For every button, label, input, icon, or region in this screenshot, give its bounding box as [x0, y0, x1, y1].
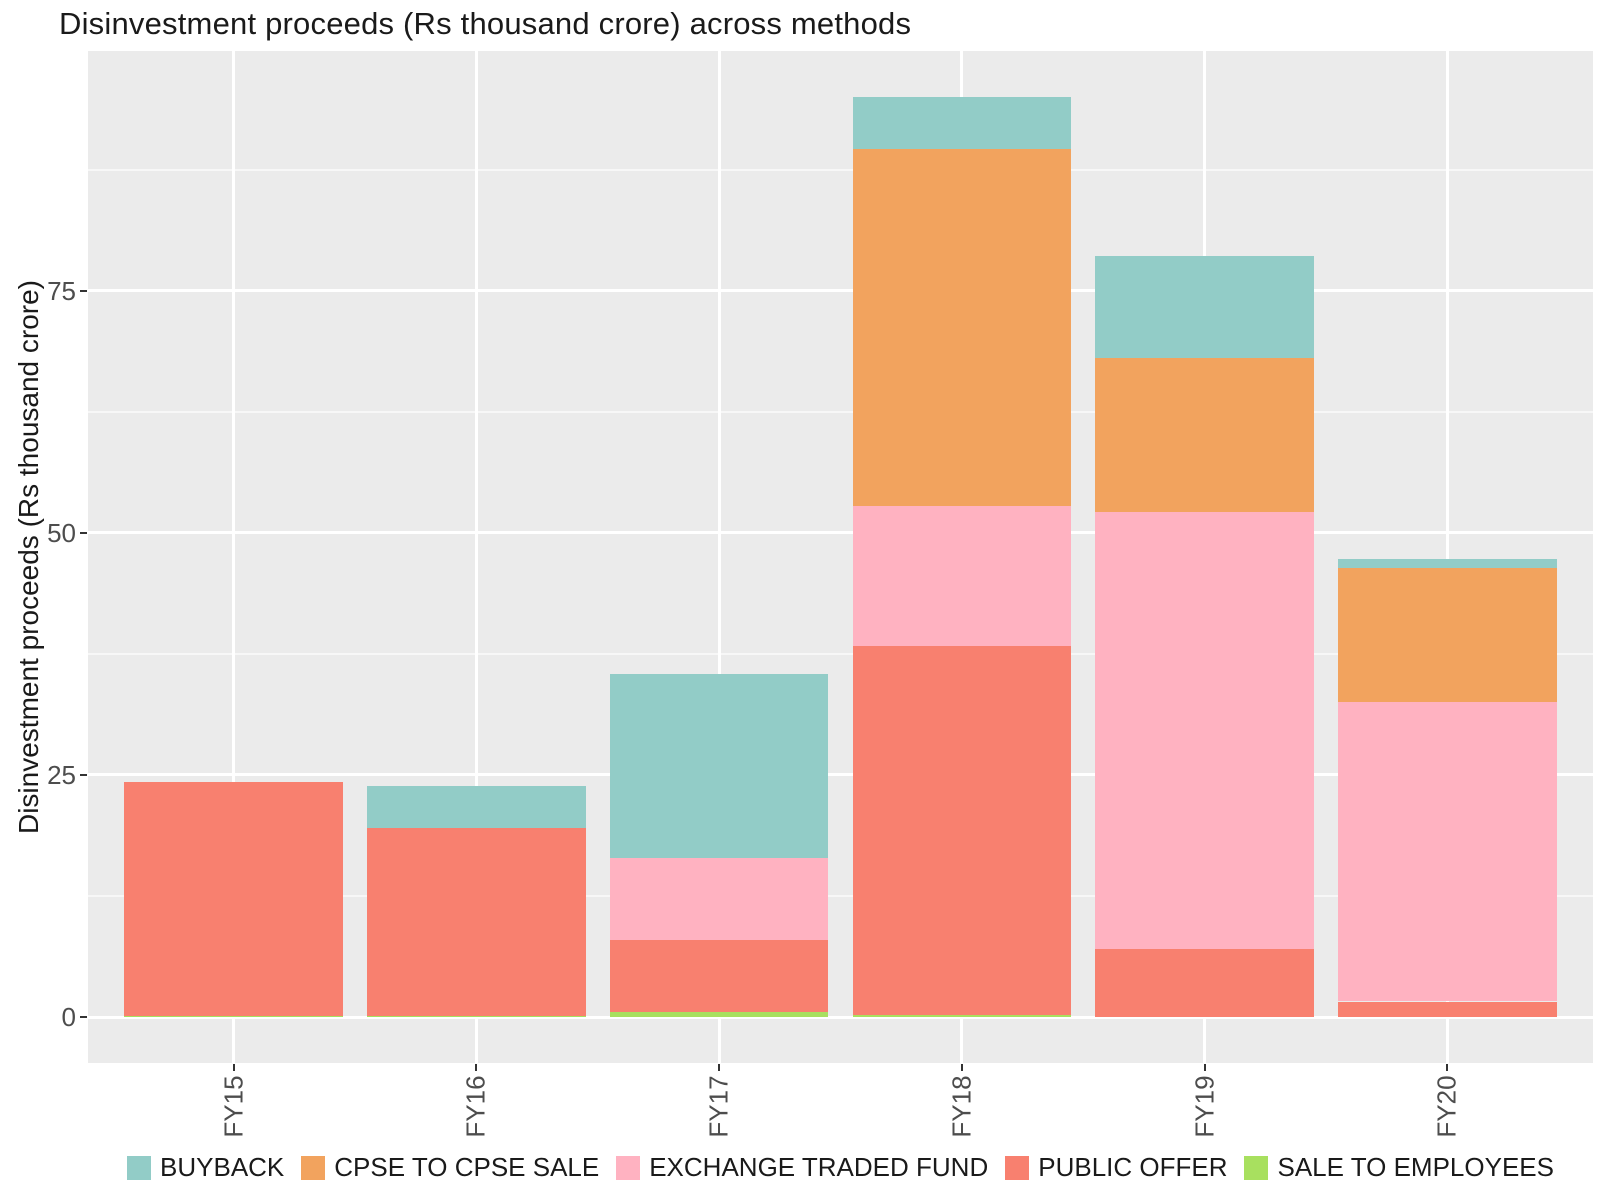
x-tick-mark — [718, 1064, 721, 1071]
major-gridline — [88, 289, 1593, 293]
legend-item: SALE TO EMPLOYEES — [1244, 1152, 1554, 1183]
x-tick-label-wrap: FY20 — [1387, 1046, 1507, 1166]
bar-segment — [124, 781, 343, 1017]
legend-swatch — [616, 1155, 641, 1180]
legend-item: EXCHANGE TRADED FUND — [616, 1152, 988, 1183]
bar-segment — [852, 1015, 1072, 1017]
bar-segment — [124, 1016, 343, 1017]
bar-segment — [852, 149, 1072, 506]
major-gridline — [88, 1015, 1593, 1019]
bar-segment — [852, 646, 1072, 1016]
x-tick-label-wrap: FY17 — [659, 1046, 779, 1166]
y-axis-title: Disinvestment proceeds (Rs thousand cror… — [13, 279, 45, 835]
legend-label: BUYBACK — [160, 1152, 285, 1182]
bar-segment — [367, 1016, 586, 1017]
y-tick-label: 25 — [47, 759, 76, 790]
x-tick-mark — [1446, 1064, 1449, 1071]
x-tick-label-wrap: FY18 — [902, 1046, 1022, 1166]
x-tick-label: FY17 — [703, 1074, 734, 1138]
y-tick-mark — [80, 531, 87, 534]
x-tick-mark — [232, 1064, 235, 1071]
x-tick-label: FY19 — [1189, 1074, 1220, 1138]
legend-label: CPSE TO CPSE SALE — [334, 1152, 600, 1182]
legend-label: EXCHANGE TRADED FUND — [649, 1152, 989, 1182]
y-tick-label: 0 — [61, 1002, 76, 1032]
bar-segment — [1338, 567, 1557, 703]
x-tick-mark — [475, 1064, 478, 1071]
x-tick-label-wrap: FY19 — [1145, 1046, 1265, 1166]
bar-segment — [609, 674, 829, 859]
minor-gridline — [88, 652, 1593, 655]
legend-item: CPSE TO CPSE SALE — [301, 1152, 599, 1183]
y-tick-label: 50 — [47, 517, 76, 548]
major-gridline — [88, 773, 1593, 777]
y-tick-mark — [80, 1016, 87, 1018]
bar-segment — [609, 858, 829, 940]
bar-segment — [852, 505, 1072, 647]
legend-swatch — [127, 1155, 152, 1180]
bar-segment — [1095, 358, 1314, 513]
x-tick-mark — [960, 1064, 963, 1071]
x-tick-label-wrap: FY16 — [416, 1046, 536, 1166]
x-tick-label: FY20 — [1431, 1074, 1462, 1138]
x-tick-mark — [1203, 1064, 1206, 1071]
bar-segment — [609, 1012, 829, 1017]
y-tick-mark — [80, 289, 87, 292]
category-gridline — [1445, 51, 1449, 1063]
category-gridline — [232, 51, 236, 1063]
y-axis-title-area: Disinvestment proceeds (Rs thousand cror… — [0, 51, 58, 1063]
bar-segment — [1338, 558, 1557, 568]
minor-gridline — [88, 410, 1593, 413]
category-gridline — [717, 51, 721, 1063]
chart-title: Disinvestment proceeds (Rs thousand cror… — [59, 6, 912, 41]
x-tick-label: FY15 — [218, 1074, 249, 1138]
x-tick-label: FY18 — [946, 1074, 977, 1138]
legend-label: PUBLIC OFFER — [1038, 1152, 1228, 1182]
bar-segment — [1338, 702, 1557, 1002]
y-tick-label: 75 — [47, 275, 76, 306]
x-tick-label-wrap: FY15 — [174, 1046, 294, 1166]
legend-label: SALE TO EMPLOYEES — [1277, 1152, 1554, 1182]
minor-gridline — [88, 168, 1593, 171]
bar-segment — [1338, 1001, 1557, 1017]
minor-gridline — [88, 894, 1593, 897]
bar-segment — [367, 828, 586, 1017]
legend-swatch — [1005, 1155, 1030, 1180]
legend-item: PUBLIC OFFER — [1005, 1152, 1227, 1183]
legend-swatch — [1244, 1155, 1269, 1180]
legend: BUYBACK CPSE TO CPSE SALE EXCHANGE TRADED … — [88, 1152, 1593, 1183]
legend-item: BUYBACK — [127, 1152, 284, 1183]
x-tick-label: FY16 — [460, 1074, 491, 1138]
bar-segment — [367, 785, 586, 829]
major-gridline — [88, 531, 1593, 535]
bar-segment — [1095, 512, 1314, 950]
bar-segment — [1095, 949, 1314, 1017]
bar-segment — [609, 939, 829, 1013]
plot-panel — [88, 51, 1593, 1063]
legend-swatch — [301, 1155, 326, 1180]
bar-segment — [1095, 255, 1314, 359]
bar-segment — [852, 97, 1072, 150]
category-gridline — [474, 51, 478, 1063]
y-tick-mark — [80, 773, 87, 776]
